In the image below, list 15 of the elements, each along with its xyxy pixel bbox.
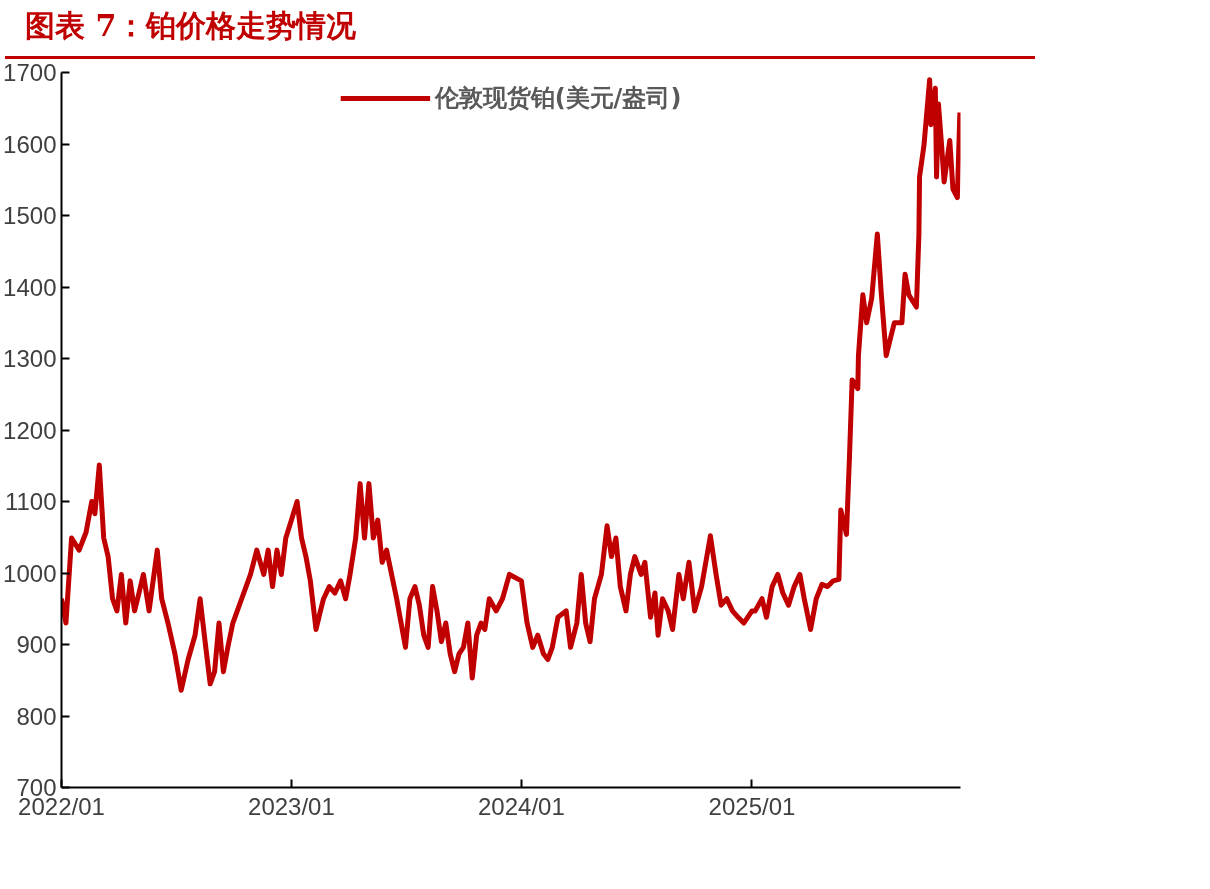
- x-tick-label: 2024/01: [478, 792, 565, 820]
- y-tick-label: 1000: [3, 559, 57, 587]
- chart-title: 图表 7：铂价格走势情况: [5, 5, 1035, 59]
- y-tick-label: 800: [16, 702, 57, 730]
- y-tick-label: 1100: [4, 488, 57, 515]
- legend-label: 伦敦现货铂(美元/盎司): [434, 83, 682, 114]
- y-tick-label: 1600: [3, 130, 57, 158]
- y-tick-label: 1200: [3, 416, 57, 444]
- x-tick-label: 2025/01: [708, 792, 796, 820]
- y-tick-label: 1300: [3, 345, 57, 372]
- y-tick-label: 1700: [3, 59, 57, 86]
- y-tick-label: 1500: [3, 202, 57, 229]
- y-tick-label: 1400: [3, 273, 57, 301]
- y-tick-label: 900: [16, 631, 57, 658]
- x-tick-label: 2023/01: [248, 792, 335, 820]
